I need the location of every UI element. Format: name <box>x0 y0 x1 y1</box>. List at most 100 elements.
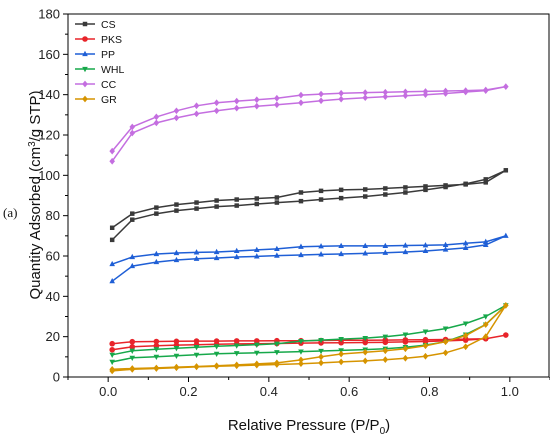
data-point <box>462 336 469 342</box>
data-point <box>274 200 280 205</box>
data-point <box>193 102 200 110</box>
series-line-cc <box>111 85 506 162</box>
data-point <box>274 101 280 109</box>
data-point <box>129 123 136 131</box>
data-point <box>382 242 389 249</box>
data-point <box>253 102 260 110</box>
data-point <box>338 358 344 366</box>
data-point <box>298 99 304 107</box>
data-point <box>402 248 409 255</box>
data-point <box>442 338 449 346</box>
data-point <box>274 350 280 356</box>
data-point <box>193 110 200 118</box>
data-point <box>422 336 429 343</box>
data-point <box>213 248 220 255</box>
data-point <box>109 157 115 165</box>
data-point <box>462 240 469 246</box>
data-point <box>462 244 469 251</box>
legend-label: CS <box>101 19 116 31</box>
data-point <box>338 250 344 257</box>
data-point <box>383 192 388 197</box>
data-point <box>483 180 488 185</box>
data-point <box>442 241 449 248</box>
data-point <box>193 255 200 261</box>
series-whl <box>109 303 509 366</box>
data-point <box>422 242 429 248</box>
x-axis-title-rest: ) <box>385 417 390 434</box>
data-point <box>173 346 180 352</box>
series-line-pp <box>111 235 507 282</box>
data-point <box>233 247 240 254</box>
y-axis-title-rest: /g STP) <box>27 91 44 142</box>
data-point <box>254 201 260 207</box>
x-axis-title-sub: 0 <box>380 426 386 437</box>
data-point <box>173 353 180 360</box>
data-point <box>362 250 369 256</box>
data-point <box>338 187 344 193</box>
data-point <box>274 252 280 258</box>
data-point <box>214 198 219 203</box>
data-point <box>233 253 240 260</box>
x-tick-label: 0.8 <box>420 384 438 399</box>
data-point <box>483 177 488 182</box>
data-point <box>129 365 136 372</box>
data-point <box>153 354 160 361</box>
x-tick-label: 0.6 <box>340 384 358 399</box>
legend-item-gr: GR <box>75 94 117 106</box>
legend-label: PP <box>101 49 115 61</box>
legend-marker <box>82 36 88 42</box>
data-point <box>298 339 304 345</box>
data-point <box>253 360 260 368</box>
data-point <box>422 88 429 95</box>
data-point <box>318 243 324 249</box>
legend: CS PKS PP WHL CC GR <box>75 19 124 106</box>
data-point <box>153 119 160 127</box>
data-point <box>338 242 344 249</box>
data-point <box>153 258 160 265</box>
data-point <box>362 348 369 356</box>
data-point <box>153 113 160 121</box>
x-tick-label: 0.4 <box>260 384 278 399</box>
data-point <box>213 254 220 261</box>
y-tick-label: 180 <box>38 7 60 22</box>
data-point <box>318 353 324 361</box>
data-point <box>463 182 468 187</box>
data-point <box>213 338 220 344</box>
data-point <box>109 365 115 373</box>
y-tick-label: 160 <box>38 47 60 62</box>
data-point <box>129 253 136 260</box>
x-tick-label: 0.0 <box>99 384 117 399</box>
data-point <box>173 363 180 371</box>
data-point <box>109 237 115 243</box>
data-point <box>213 362 220 370</box>
data-point <box>382 337 389 343</box>
data-point <box>298 360 304 368</box>
series-cc <box>109 83 509 165</box>
data-point <box>318 251 324 257</box>
legend-marker <box>82 80 88 88</box>
data-point <box>109 359 115 366</box>
legend-label: WHL <box>101 64 124 76</box>
data-point <box>402 345 409 353</box>
data-point <box>109 352 115 359</box>
legend-marker <box>82 66 88 73</box>
data-point <box>253 246 260 253</box>
legend-item-pp: PP <box>75 49 115 61</box>
data-point <box>154 211 159 216</box>
data-point <box>214 204 219 209</box>
series-pp <box>109 232 509 284</box>
data-point <box>503 232 509 238</box>
data-point <box>174 208 179 213</box>
data-point <box>362 194 368 199</box>
data-point <box>402 88 409 96</box>
data-point <box>362 89 369 97</box>
data-point <box>462 87 469 94</box>
y-tick-label: 0 <box>53 370 60 385</box>
data-point <box>362 242 369 249</box>
data-point <box>194 200 199 205</box>
data-point <box>193 363 200 370</box>
x-tick-label: 0.2 <box>179 384 197 399</box>
legend-marker <box>82 50 88 57</box>
y-tick-label: 20 <box>46 329 60 344</box>
data-point <box>193 345 200 351</box>
